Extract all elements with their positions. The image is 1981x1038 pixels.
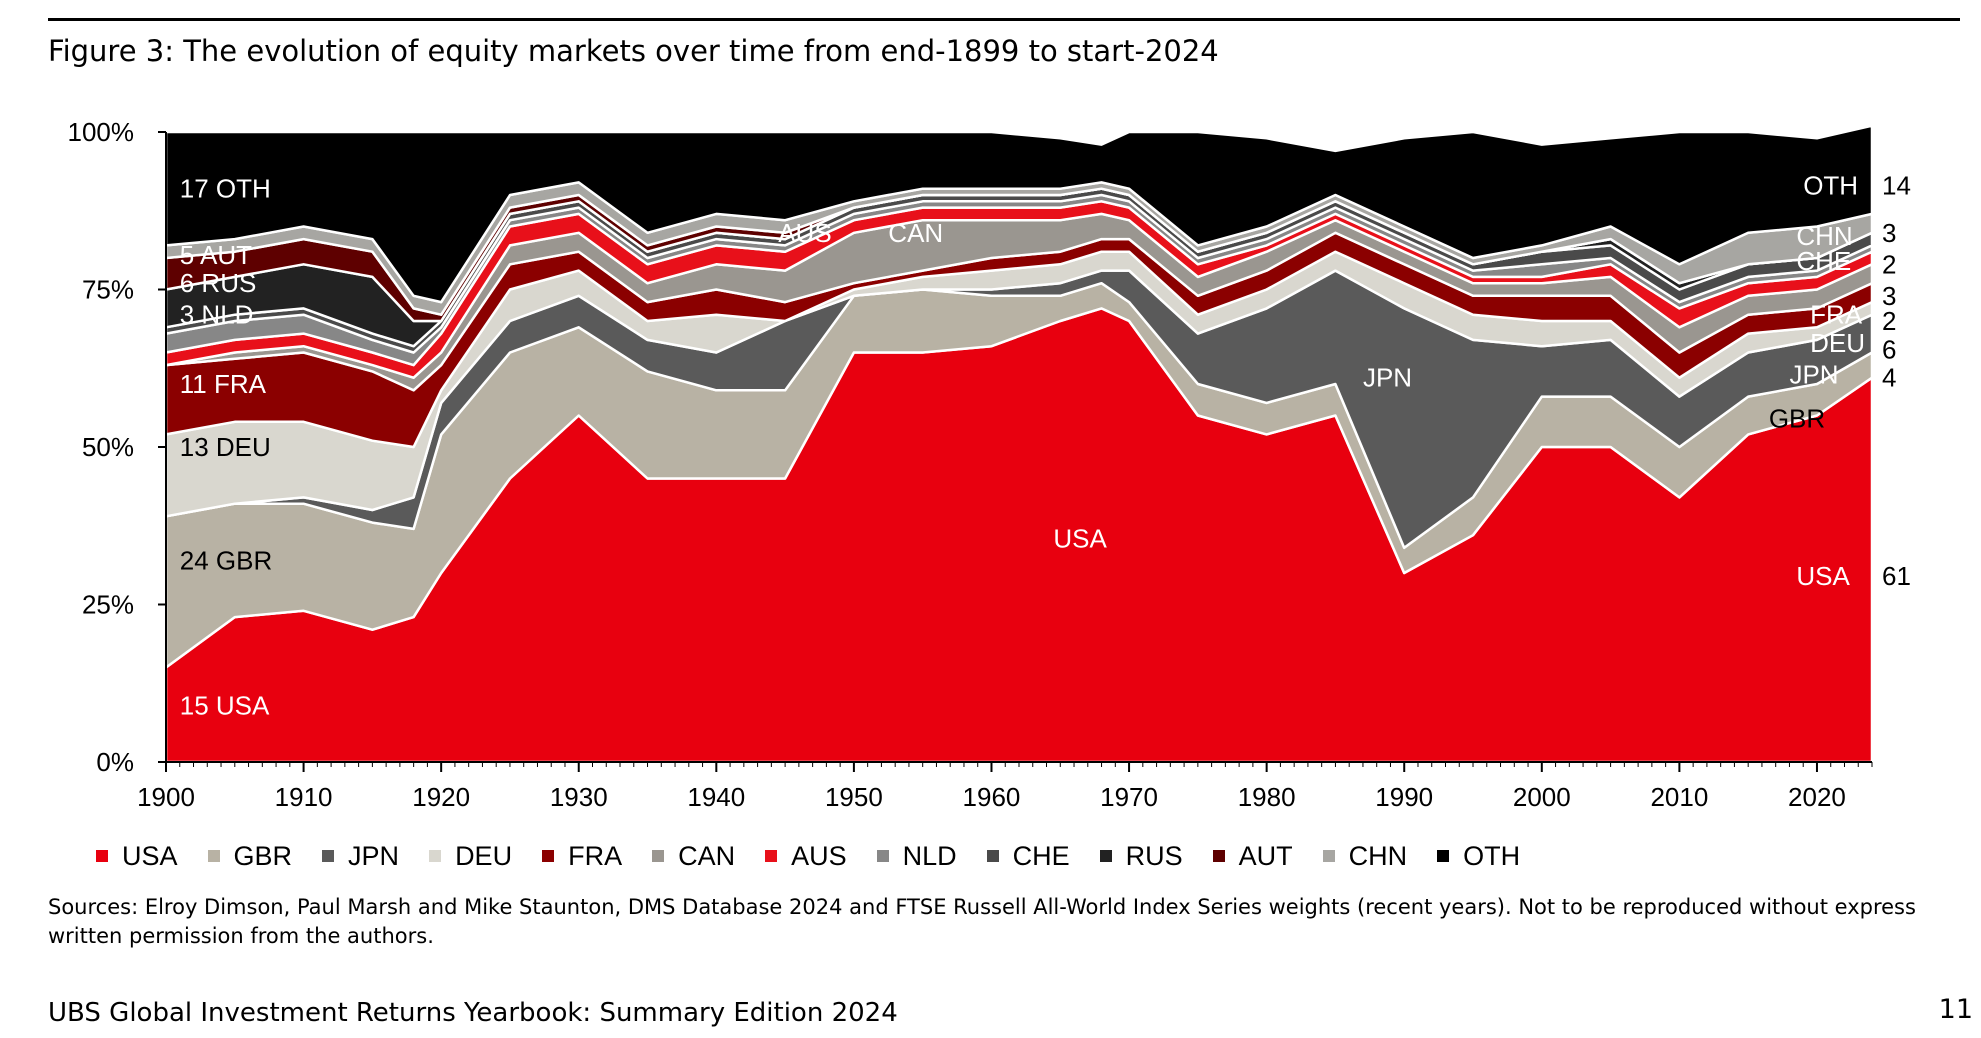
- series-inline-label: JPN: [1789, 360, 1838, 390]
- legend-item-gbr: GBR: [207, 840, 293, 872]
- legend-swatch: [765, 850, 778, 862]
- series-inline-label: JPN: [1363, 363, 1412, 393]
- legend-item-jpn: JPN: [322, 841, 399, 872]
- series-inline-label: DEU: [1810, 328, 1865, 358]
- end-value-label: 2: [1882, 249, 1896, 279]
- legend-label: GBR: [233, 840, 293, 871]
- x-tick-label: 2010: [1650, 782, 1708, 812]
- x-tick-label: 2000: [1513, 782, 1571, 812]
- legend-swatch: [207, 850, 220, 862]
- legend-swatch: [1099, 850, 1112, 862]
- x-tick-label: 1930: [550, 782, 608, 812]
- series-inline-label: 3 NLD: [180, 300, 254, 330]
- legend-item-nld: NLD: [876, 840, 957, 872]
- end-value-label: 61: [1882, 561, 1911, 591]
- legend-item-rus: RUS: [1099, 840, 1183, 872]
- x-tick-label: 2020: [1788, 782, 1846, 812]
- legend-label: OTH: [1463, 840, 1521, 871]
- stacked-area-chart: 0% 25% 50% 75% 100% 1900 1910 1920 1930 1940 1950 1…: [68, 117, 1911, 812]
- end-value-label: 2: [1882, 306, 1896, 336]
- series-inline-label: 13 DEU: [180, 432, 271, 462]
- legend-item-oth: OTH: [1437, 841, 1520, 872]
- legend-item-deu: DEU: [429, 841, 512, 872]
- legend-label: FRA: [568, 840, 623, 871]
- y-tick-label: 50%: [82, 432, 134, 462]
- legend-label: CHE: [1012, 840, 1070, 871]
- sources-note: Sources: Elroy Dimson, Paul Marsh and Mi…: [48, 895, 1916, 948]
- legend-label: USA: [122, 840, 178, 871]
- legend-swatch: [322, 850, 335, 862]
- legend-label: CHN: [1348, 840, 1408, 871]
- page-footer: UBS Global Investment Returns Yearbook: …: [48, 998, 898, 1028]
- series-area-oth: [164, 124, 1874, 304]
- legend-item-aus: AUS: [765, 841, 847, 872]
- series-inline-label: 6 RUS: [180, 268, 257, 298]
- legend-label: CAN: [678, 840, 736, 871]
- y-tick-label: 100%: [68, 117, 135, 147]
- series-inline-label: 24 GBR: [180, 545, 272, 575]
- legend-swatch: [1322, 850, 1335, 862]
- series-inline-label: USA: [1053, 523, 1107, 553]
- x-tick-label: 1950: [825, 782, 883, 812]
- x-tick-label: 1970: [1100, 782, 1158, 812]
- series-inline-label: CHE: [1796, 246, 1851, 276]
- chart-legend: USA GBR JPN DEU FRA CAN AUS NLD CHE RUS AUT CHN OTH: [96, 838, 1550, 874]
- legend-item-aut: AUT: [1212, 840, 1293, 872]
- series-inline-label: 11 FRA: [180, 369, 267, 399]
- legend-label: JPN: [348, 840, 400, 871]
- legend-item-chn: CHN: [1322, 840, 1408, 872]
- y-tick-label: 75%: [82, 275, 134, 305]
- legend-swatch: [652, 850, 665, 862]
- end-value-label: 3: [1882, 218, 1896, 248]
- series-inline-label: OTH: [1803, 171, 1858, 201]
- legend-item-can: CAN: [652, 841, 735, 872]
- x-tick-label: 1990: [1375, 782, 1433, 812]
- page-number: 11: [1938, 994, 1973, 1025]
- legend-swatch: [876, 850, 889, 862]
- series-inline-label: USA: [1796, 561, 1850, 591]
- legend-item-che: CHE: [986, 840, 1070, 872]
- y-tick-label: 25%: [82, 590, 134, 620]
- end-value-label: 4: [1882, 363, 1896, 393]
- legend-swatch: [96, 850, 108, 862]
- x-tick-label: 1900: [137, 782, 195, 812]
- end-value-label: 6: [1882, 334, 1896, 364]
- x-tick-label: 1910: [275, 782, 333, 812]
- legend-label: NLD: [902, 840, 957, 871]
- legend-item-usa: USA: [96, 841, 178, 872]
- series-inline-label: AUS: [778, 218, 831, 248]
- legend-label: DEU: [455, 840, 513, 871]
- series-inline-label: FRA: [1810, 300, 1863, 330]
- top-rule: [48, 18, 1960, 21]
- legend-label: AUT: [1238, 840, 1293, 871]
- figure-title: Figure 3: The evolution of equity market…: [48, 34, 1219, 68]
- legend-swatch: [1212, 850, 1225, 862]
- end-value-label: 3: [1882, 281, 1896, 311]
- legend-label: AUS: [791, 840, 847, 871]
- x-tick-label: 1960: [963, 782, 1021, 812]
- x-tick-label: 1920: [412, 782, 470, 812]
- x-tick-label: 1940: [687, 782, 745, 812]
- series-inline-label: 17 OTH: [180, 174, 271, 204]
- legend-label: RUS: [1125, 840, 1183, 871]
- legend-swatch: [542, 850, 555, 862]
- series-inline-label: GBR: [1769, 404, 1825, 434]
- y-tick-label: 0%: [96, 747, 134, 777]
- series-inline-label: 15 USA: [180, 690, 270, 720]
- legend-item-fra: FRA: [542, 841, 622, 872]
- legend-swatch: [429, 850, 442, 862]
- series-inline-label: 5 AUT: [180, 240, 252, 270]
- x-tick-label: 1980: [1238, 782, 1296, 812]
- legend-swatch: [1437, 850, 1450, 862]
- end-value-label: 14: [1882, 171, 1911, 201]
- legend-swatch: [986, 850, 999, 862]
- series-inline-label: CHN: [1796, 221, 1852, 251]
- series-inline-label: CAN: [888, 218, 943, 248]
